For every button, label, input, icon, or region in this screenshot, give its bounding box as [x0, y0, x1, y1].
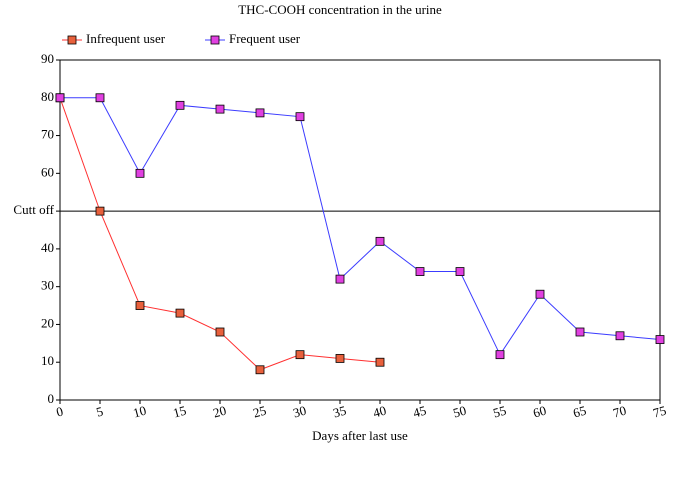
- x-tick-label: 40: [371, 403, 387, 421]
- x-tick-label: 50: [451, 403, 467, 421]
- data-point: [255, 108, 265, 118]
- data-point: [455, 267, 465, 276]
- legend-marker: [210, 35, 220, 45]
- x-tick-label: 25: [251, 403, 267, 421]
- data-point: [215, 327, 225, 337]
- data-point: [655, 335, 665, 344]
- data-point: [495, 350, 505, 360]
- y-tick-label: 30: [41, 278, 54, 293]
- data-point: [95, 93, 105, 103]
- x-tick-label: 55: [491, 403, 507, 421]
- x-tick-label: 20: [211, 403, 227, 421]
- data-point: [175, 100, 185, 110]
- data-point: [215, 104, 225, 114]
- x-tick-label: 75: [651, 403, 667, 421]
- x-tick-label: 0: [55, 403, 65, 419]
- data-point: [255, 365, 265, 375]
- y-tick-label: 0: [48, 391, 55, 406]
- y-tick-label: 40: [41, 240, 54, 255]
- data-point: [335, 274, 345, 284]
- x-tick-label: 30: [291, 403, 307, 421]
- y-tick-label: 10: [41, 353, 54, 368]
- x-tick-label: 10: [131, 403, 147, 421]
- x-axis-label: Days after last use: [312, 428, 408, 443]
- x-tick-label: 45: [411, 403, 427, 421]
- y-tick-label: 70: [41, 127, 54, 142]
- plot-frame: [59, 59, 661, 401]
- data-point: [535, 289, 545, 299]
- data-point: [135, 301, 145, 310]
- y-tick-label: 90: [41, 51, 54, 66]
- x-tick-label: 65: [571, 403, 587, 421]
- data-point: [335, 354, 345, 363]
- data-point: [175, 308, 185, 318]
- y-tick-label: Cutt off: [13, 202, 54, 217]
- x-tick-label: 15: [171, 403, 187, 421]
- data-point: [615, 331, 625, 341]
- y-tick-label: 80: [41, 89, 54, 104]
- data-point: [95, 206, 105, 216]
- legend-marker: [67, 35, 77, 45]
- data-point: [575, 327, 585, 337]
- y-tick-label: 60: [41, 164, 54, 179]
- data-point: [415, 267, 425, 276]
- series-line: [60, 97, 661, 356]
- x-tick-label: 60: [531, 403, 547, 421]
- data-point: [375, 236, 385, 246]
- data-point: [295, 350, 305, 360]
- legend-label: Frequent user: [229, 31, 301, 46]
- data-point: [295, 112, 305, 122]
- x-tick-label: 70: [611, 403, 627, 421]
- legend-label: Infrequent user: [86, 31, 166, 46]
- x-tick-label: 5: [95, 403, 105, 419]
- chart-title: THC-COOH concentration in the urine: [238, 2, 442, 17]
- data-point: [55, 93, 65, 103]
- data-point: [375, 357, 385, 367]
- data-point: [135, 168, 145, 178]
- y-tick-label: 20: [41, 315, 54, 330]
- x-tick-label: 35: [331, 403, 347, 421]
